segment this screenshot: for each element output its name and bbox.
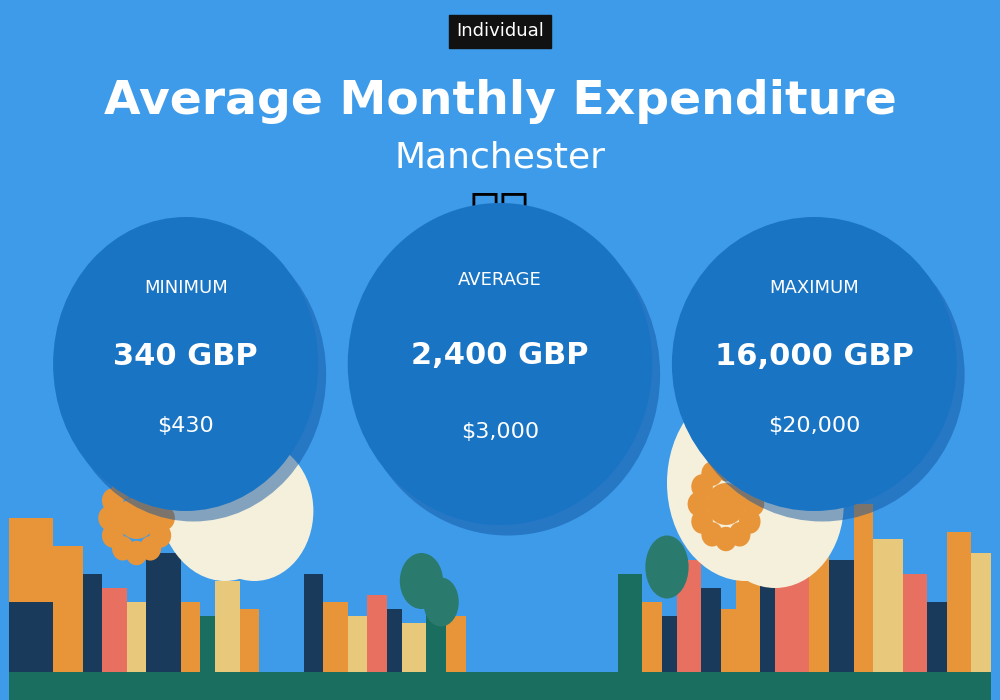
Bar: [760, 567, 775, 672]
Bar: [618, 574, 642, 672]
Text: 2,400 GBP: 2,400 GBP: [411, 342, 589, 370]
Bar: [127, 602, 146, 672]
Ellipse shape: [715, 457, 737, 482]
Ellipse shape: [348, 203, 652, 525]
Text: Manchester: Manchester: [394, 141, 606, 174]
Bar: [873, 539, 903, 672]
Bar: [903, 574, 927, 672]
Bar: [9, 518, 53, 672]
Ellipse shape: [112, 475, 134, 500]
Text: $3,000: $3,000: [461, 421, 539, 442]
Bar: [215, 581, 240, 672]
Text: $20,000: $20,000: [768, 416, 861, 435]
Text: AVERAGE: AVERAGE: [458, 272, 542, 289]
Bar: [662, 616, 677, 672]
Ellipse shape: [153, 505, 175, 531]
Bar: [240, 609, 259, 672]
Ellipse shape: [61, 228, 326, 522]
Bar: [971, 553, 991, 672]
Bar: [200, 616, 215, 672]
Bar: [367, 595, 387, 672]
Bar: [775, 546, 809, 672]
Ellipse shape: [102, 524, 124, 547]
Bar: [809, 518, 829, 672]
Bar: [83, 574, 102, 672]
Ellipse shape: [98, 505, 120, 531]
Bar: [102, 588, 127, 672]
Ellipse shape: [691, 475, 713, 498]
Text: 16,000 GBP: 16,000 GBP: [715, 342, 914, 371]
Ellipse shape: [691, 510, 713, 533]
Text: 🇬🇧: 🇬🇧: [470, 190, 530, 237]
Bar: [9, 672, 991, 700]
Ellipse shape: [400, 553, 443, 609]
Ellipse shape: [688, 491, 709, 516]
Ellipse shape: [739, 475, 761, 498]
Bar: [701, 588, 721, 672]
Bar: [9, 602, 53, 672]
Bar: [348, 616, 367, 672]
Ellipse shape: [102, 489, 124, 512]
Bar: [426, 602, 446, 672]
Ellipse shape: [196, 441, 313, 581]
Ellipse shape: [706, 420, 844, 588]
Bar: [9, 679, 991, 700]
Bar: [181, 602, 200, 672]
Bar: [677, 560, 701, 672]
Ellipse shape: [715, 526, 737, 552]
Ellipse shape: [140, 536, 161, 561]
Bar: [402, 623, 426, 672]
Ellipse shape: [672, 217, 957, 511]
Bar: [387, 609, 402, 672]
Bar: [736, 532, 760, 672]
Bar: [947, 532, 971, 672]
Ellipse shape: [112, 536, 134, 561]
Ellipse shape: [53, 217, 318, 511]
Text: Average Monthly Expenditure: Average Monthly Expenditure: [104, 79, 896, 124]
Ellipse shape: [743, 491, 764, 516]
Text: MAXIMUM: MAXIMUM: [769, 279, 859, 297]
Bar: [146, 553, 181, 672]
Bar: [721, 609, 736, 672]
Ellipse shape: [140, 475, 161, 500]
Ellipse shape: [701, 461, 723, 486]
Text: MINIMUM: MINIMUM: [144, 279, 228, 297]
Ellipse shape: [356, 214, 660, 536]
Ellipse shape: [729, 522, 750, 547]
Ellipse shape: [126, 540, 147, 566]
Ellipse shape: [150, 524, 171, 547]
Text: Individual: Individual: [456, 22, 544, 41]
Ellipse shape: [667, 385, 824, 581]
Bar: [446, 616, 466, 672]
Ellipse shape: [706, 483, 746, 525]
Ellipse shape: [680, 228, 965, 522]
Bar: [642, 602, 662, 672]
Bar: [854, 504, 873, 672]
Bar: [829, 560, 854, 672]
Ellipse shape: [150, 489, 171, 512]
Bar: [323, 602, 348, 672]
Ellipse shape: [729, 461, 750, 486]
Ellipse shape: [117, 497, 156, 539]
Bar: [304, 574, 323, 672]
Text: 340 GBP: 340 GBP: [113, 342, 258, 371]
Ellipse shape: [739, 510, 761, 533]
Ellipse shape: [156, 399, 294, 581]
Ellipse shape: [645, 536, 689, 598]
Text: $430: $430: [157, 416, 214, 435]
Bar: [53, 546, 83, 672]
Ellipse shape: [701, 522, 723, 547]
Ellipse shape: [423, 578, 459, 626]
Bar: [927, 602, 947, 672]
Ellipse shape: [126, 470, 147, 496]
